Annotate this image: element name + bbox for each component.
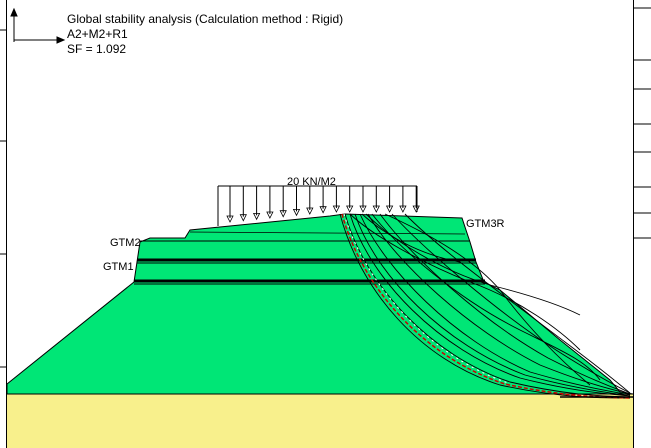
foundation-layer <box>7 394 633 448</box>
load-arrow-head <box>399 205 407 213</box>
load-arrow-head <box>412 205 420 213</box>
load-label: 20 KN/M2 <box>287 176 336 188</box>
layer-label-gtm2: GTM2 <box>110 237 141 249</box>
load-arrow-head <box>292 208 301 217</box>
load-arrow-head <box>252 212 261 221</box>
load-arrows <box>226 186 420 223</box>
load-arrow-head <box>266 211 274 219</box>
load-arrow-head <box>306 207 314 215</box>
distributed-load <box>217 185 418 226</box>
load-arrow-head <box>332 205 341 213</box>
right-ruler-ticks <box>634 7 651 239</box>
load-arrow-head <box>372 205 380 213</box>
load-arrow-head <box>385 205 394 213</box>
load-arrow-head <box>226 215 234 223</box>
load-arrow-head <box>319 206 327 214</box>
safety-factor: SF = 1.092 <box>67 42 127 56</box>
layer-label-gtm3r: GTM3R <box>466 218 505 230</box>
load-arrow-head <box>359 205 367 213</box>
load-combination: A2+M2+R1 <box>67 27 128 41</box>
analysis-title: Global stability analysis (Calculation m… <box>67 12 344 26</box>
layer-label-gtm1: GTM1 <box>103 261 134 273</box>
left-ruler-ticks <box>0 29 6 368</box>
load-arrow-head <box>346 205 354 213</box>
load-arrow-head <box>239 214 247 222</box>
axes-icon <box>10 7 66 44</box>
load-arrow-head <box>279 210 287 218</box>
